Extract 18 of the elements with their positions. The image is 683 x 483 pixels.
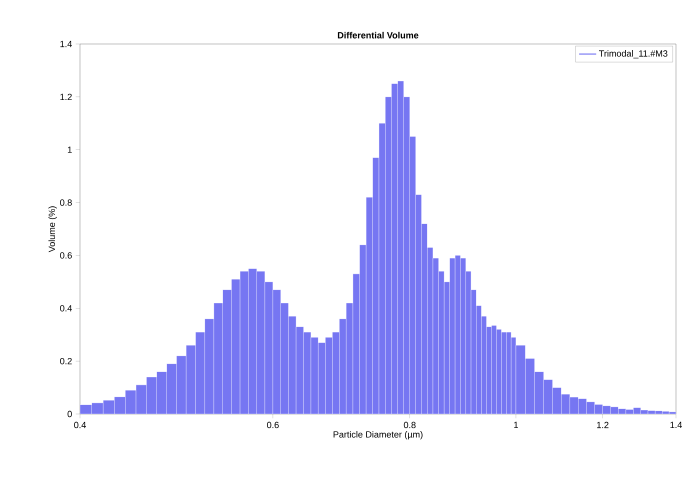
y-tick-label: 0.2 — [60, 358, 72, 364]
x-tick-label: 1 — [514, 422, 518, 428]
chart-title: Differential Volume — [338, 32, 418, 38]
y-tick-label: 1 — [68, 146, 72, 153]
legend-label: Trimodal_11.#M3 — [598, 50, 668, 58]
x-tick-label: 0.4 — [74, 422, 86, 428]
x-tick-label: 0.6 — [266, 422, 279, 428]
x-axis-title: Particle Diameter (µm) — [334, 431, 423, 440]
x-tick-label: 1.2 — [597, 422, 608, 428]
y-tick-label: 1.2 — [60, 94, 72, 100]
y-tick-label: 0.6 — [60, 252, 72, 259]
y-tick-label: 0.4 — [60, 305, 72, 312]
y-tick-label: 0.8 — [60, 199, 72, 206]
y-tick-label: 0 — [68, 410, 72, 418]
x-tick-label: 0.8 — [404, 422, 416, 428]
y-tick-label: 1.4 — [60, 40, 72, 48]
y-axis-title: Volume (%) — [48, 206, 57, 252]
x-tick-label: 1.4 — [670, 422, 682, 428]
